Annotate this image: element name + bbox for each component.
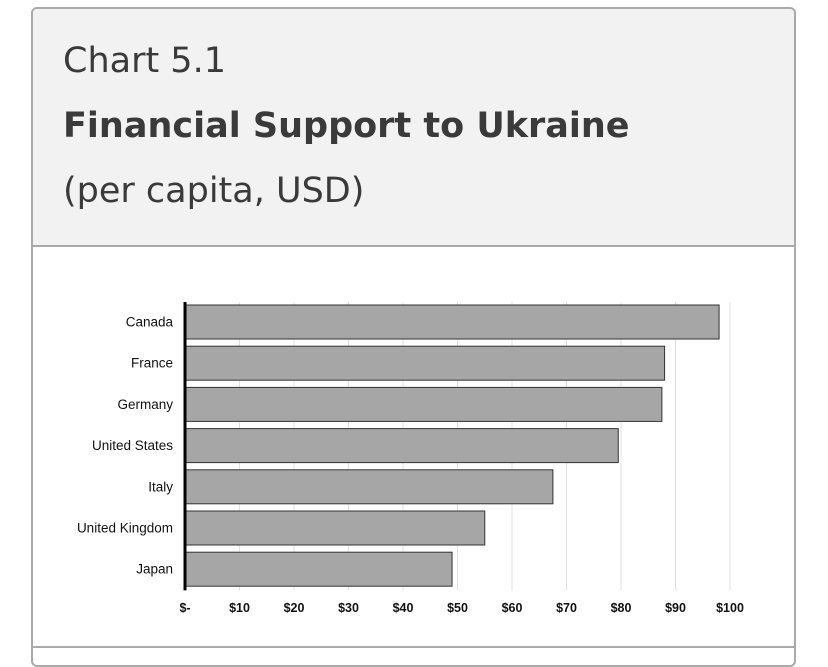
x-tick-label: $30 bbox=[338, 601, 359, 615]
bar-united-kingdom bbox=[184, 510, 486, 546]
category-label: Italy bbox=[148, 479, 173, 494]
x-tick-label: $10 bbox=[229, 601, 250, 615]
x-tick-label: $60 bbox=[502, 601, 523, 615]
bar-canada bbox=[184, 304, 720, 340]
x-tick-label: $80 bbox=[611, 601, 632, 615]
bar-germany bbox=[184, 386, 663, 422]
category-label: United States bbox=[92, 438, 173, 453]
footer-divider bbox=[33, 646, 794, 648]
chart-card: Chart 5.1 Financial Support to Ukraine (… bbox=[31, 7, 796, 667]
x-tick-label: $40 bbox=[393, 601, 414, 615]
bar-italy bbox=[184, 469, 554, 505]
chart-title: Financial Support to Ukraine bbox=[63, 106, 630, 146]
bar-united-states bbox=[184, 428, 619, 464]
chart-area: Canada France Germany United States Italy Uni… bbox=[33, 247, 794, 647]
x-tick-label: $- bbox=[179, 601, 190, 615]
bar-france bbox=[184, 345, 666, 381]
bar-japan bbox=[184, 551, 453, 587]
category-label: United Kingdom bbox=[77, 521, 173, 536]
category-labels: Canada France Germany United States Italy Uni… bbox=[77, 315, 174, 577]
chart-label: Chart 5.1 bbox=[63, 41, 226, 81]
category-label: Japan bbox=[136, 562, 173, 577]
x-tick-label: $90 bbox=[665, 601, 686, 615]
category-label: Canada bbox=[126, 315, 174, 330]
bar-chart: Canada France Germany United States Italy Uni… bbox=[77, 302, 744, 615]
chart-header: Chart 5.1 Financial Support to Ukraine (… bbox=[33, 9, 794, 247]
category-label: Germany bbox=[117, 397, 173, 412]
chart-subtitle: (per capita, USD) bbox=[63, 171, 365, 211]
category-label: France bbox=[131, 356, 173, 371]
x-tick-label: $50 bbox=[447, 601, 468, 615]
x-tick-label: $20 bbox=[284, 601, 305, 615]
x-tick-label: $70 bbox=[556, 601, 577, 615]
bars bbox=[184, 304, 720, 587]
x-tick-label: $100 bbox=[716, 601, 744, 615]
x-tick-labels: $- $10 $20 $30 $40 $50 $60 $70 $80 $90 $100 bbox=[179, 601, 744, 615]
